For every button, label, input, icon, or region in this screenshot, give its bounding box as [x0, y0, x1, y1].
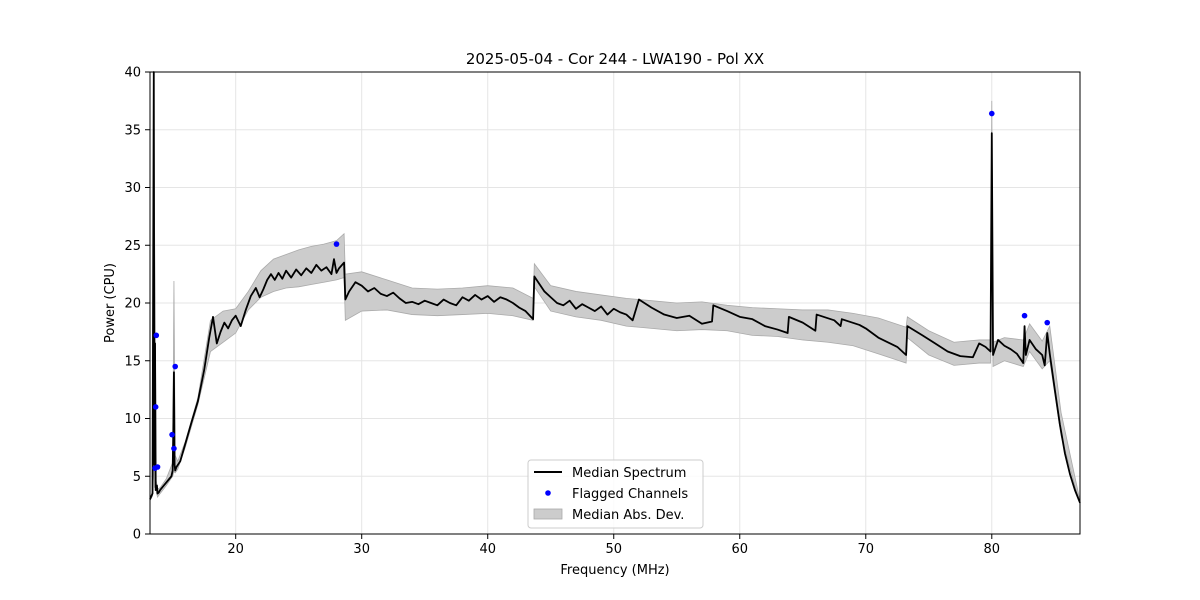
flagged-point-6 — [172, 363, 179, 370]
flagged-point-9 — [1021, 312, 1028, 319]
legend-flagged-swatch — [545, 490, 551, 496]
x-tick-label-70: 70 — [857, 542, 874, 557]
x-tick-label-80: 80 — [984, 542, 1001, 557]
x-tick-label-60: 60 — [731, 542, 748, 557]
flagged-point-3 — [154, 464, 161, 470]
flagged-point-10 — [1044, 319, 1051, 326]
y-tick-label-0: 0 — [133, 528, 141, 543]
flagged-point-4 — [169, 431, 175, 438]
y-tick-label-35: 35 — [124, 123, 141, 138]
x-tick-label-40: 40 — [479, 542, 496, 557]
legend-mad-label: Median Abs. Dev. — [572, 508, 684, 523]
x-tick-label-50: 50 — [605, 542, 622, 557]
y-tick-label-30: 30 — [124, 181, 141, 196]
x-tick-label-20: 20 — [227, 542, 244, 557]
flagged-point-1 — [152, 404, 159, 410]
legend-flagged-label: Flagged Channels — [572, 487, 688, 502]
legend-median-label: Median Spectrum — [572, 466, 686, 481]
x-tick-label-30: 30 — [353, 542, 370, 557]
x-axis-label: Frequency (MHz) — [560, 563, 669, 578]
flagged-point-5 — [171, 445, 177, 452]
x-axis-ticks: 20 30 40 50 60 70 80 — [227, 534, 1000, 557]
flagged-point-8 — [988, 110, 995, 117]
y-tick-label-40: 40 — [124, 66, 141, 81]
y-tick-label-5: 5 — [133, 470, 141, 485]
y-tick-label-25: 25 — [124, 239, 141, 254]
legend-mad-swatch — [533, 508, 563, 520]
flagged-point-7 — [333, 241, 340, 247]
y-axis-label: Power (CPU) — [103, 263, 118, 343]
flagged-point-2 — [153, 332, 160, 339]
legend: Median Spectrum Flagged Channels Median … — [527, 459, 704, 529]
legend-box — [527, 459, 704, 529]
median-line-layer — [149, 71, 1081, 504]
flagged-points-layer — [152, 110, 1051, 471]
y-axis-ticks: 0 5 10 15 20 25 30 35 40 — [124, 66, 150, 543]
y-tick-label-10: 10 — [124, 412, 141, 427]
chart-title: 2025-05-04 - Cor 244 - LWA190 - Pol XX — [466, 50, 764, 68]
y-tick-label-20: 20 — [124, 297, 141, 312]
median-spectrum-line — [149, 71, 1081, 504]
y-tick-label-15: 15 — [124, 354, 141, 369]
